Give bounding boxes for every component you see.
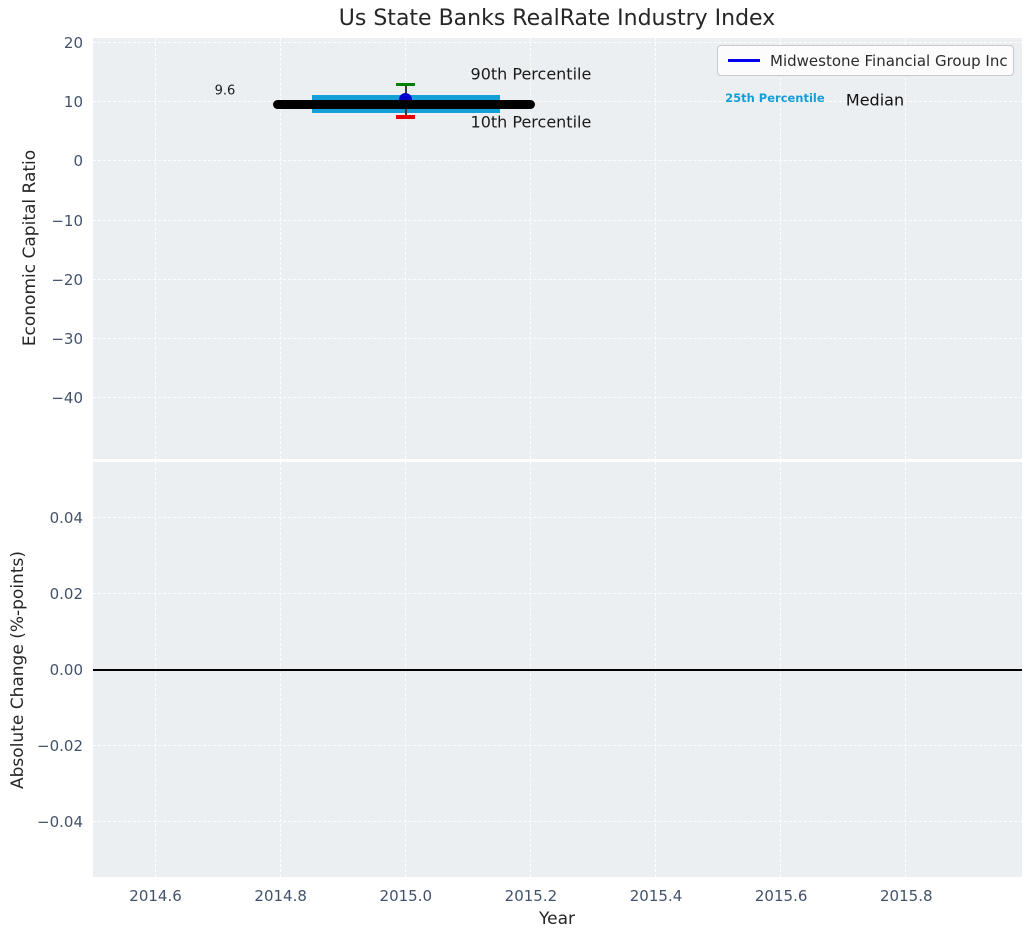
percentile-10-cap <box>396 115 416 119</box>
horizontal-gridline <box>93 592 1022 594</box>
median-line <box>273 100 536 110</box>
y-tick-label: 0.02 <box>49 584 83 603</box>
x-tick-label: 2015.4 <box>629 887 683 905</box>
legend-line-sample <box>728 59 760 62</box>
y-tick-label: −20 <box>51 270 83 289</box>
y-tick-label: −0.02 <box>37 736 83 755</box>
y-tick-label: −30 <box>51 329 83 348</box>
horizontal-gridline <box>93 337 1022 339</box>
vertical-gridline <box>279 38 281 459</box>
y-tick-label: 10 <box>63 93 83 112</box>
x-tick-label: 2015.0 <box>379 887 433 905</box>
horizontal-gridline <box>93 820 1022 822</box>
horizontal-gridline <box>93 516 1022 518</box>
x-tick-label: 2014.6 <box>129 887 182 905</box>
vertical-gridline <box>780 38 782 459</box>
bottom-y-axis-label: Absolute Change (%-points) <box>8 551 28 789</box>
horizontal-gridline <box>93 219 1022 221</box>
y-tick-label: 0.04 <box>49 508 83 527</box>
horizontal-gridline <box>93 101 1022 103</box>
y-tick-label: −10 <box>51 211 83 230</box>
percentile-90-cap <box>396 82 416 87</box>
legend-label: Midwestone Financial Group Inc <box>770 51 1008 70</box>
vertical-gridline <box>154 38 156 459</box>
annotation-10th-percentile: 10th Percentile <box>470 112 592 132</box>
x-tick-label: 2015.2 <box>504 887 558 905</box>
vertical-gridline <box>529 38 531 459</box>
top-plot-area <box>93 38 1022 459</box>
x-tick-label: 2015.8 <box>880 887 933 905</box>
y-tick-label: 0 <box>73 152 83 171</box>
horizontal-gridline <box>93 278 1022 280</box>
y-tick-label: 0.00 <box>49 660 83 679</box>
horizontal-gridline <box>93 160 1022 162</box>
vertical-gridline <box>655 38 657 459</box>
y-tick-label: −0.04 <box>37 812 83 831</box>
annotation-median-value: 9.6 <box>214 83 236 99</box>
annotation-median: Median <box>845 90 905 110</box>
vertical-gridline <box>404 38 406 459</box>
x-tick-label: 2015.6 <box>754 887 808 905</box>
annotation-90th-percentile: 90th Percentile <box>470 64 592 84</box>
annotation-25th-percentile: 25th Percentile <box>725 91 825 106</box>
legend: Midwestone Financial Group Inc <box>717 45 1014 76</box>
horizontal-gridline <box>93 744 1022 746</box>
chart-title: Us State Banks RealRate Industry Index <box>338 6 776 31</box>
horizontal-gridline <box>93 397 1022 399</box>
x-axis-label: Year <box>539 909 575 929</box>
zero-change-line <box>93 668 1022 671</box>
top-y-axis-label: Economic Capital Ratio <box>20 149 40 347</box>
vertical-gridline <box>905 38 907 459</box>
x-tick-label: 2014.8 <box>254 887 307 905</box>
horizontal-gridline <box>93 42 1022 44</box>
y-tick-label: −40 <box>51 389 83 408</box>
y-tick-label: 20 <box>63 34 83 53</box>
